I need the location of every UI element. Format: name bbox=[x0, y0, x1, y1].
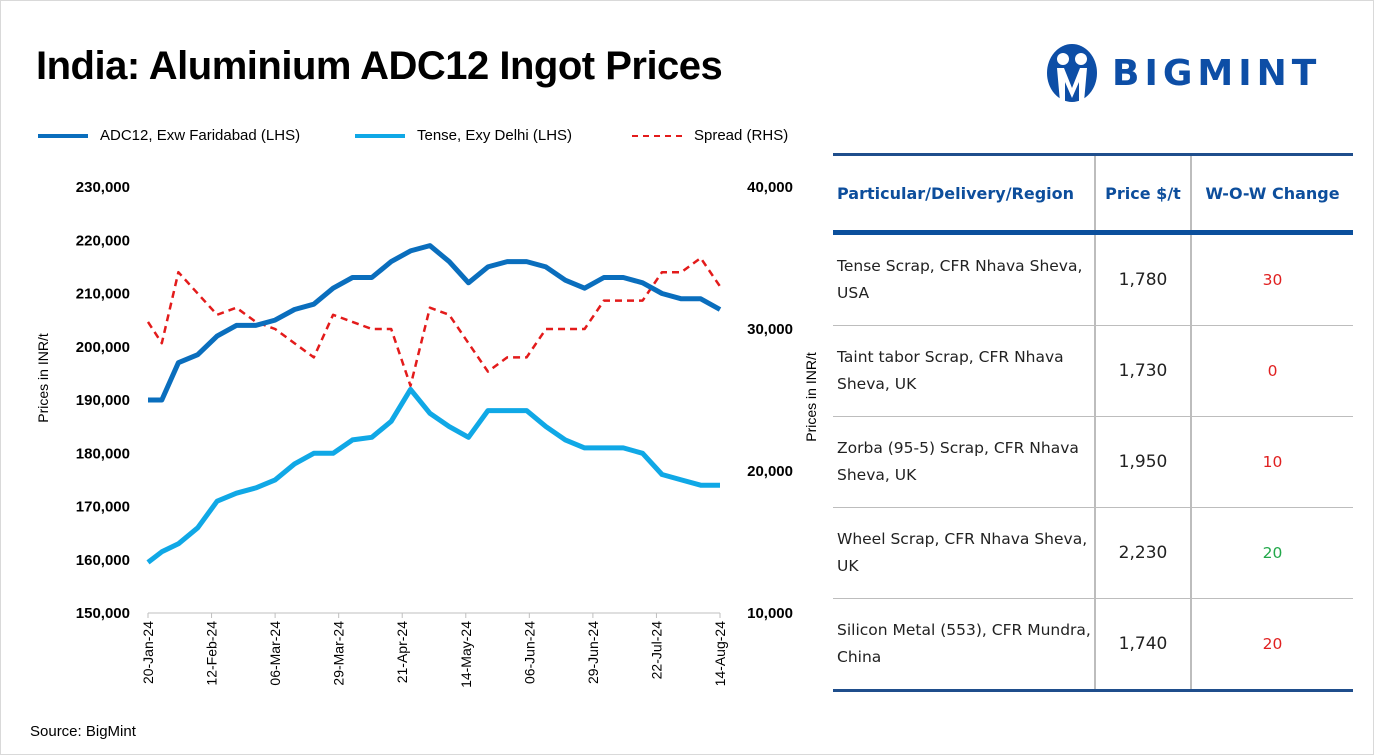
cell-particular: Silicon Metal (553), CFR Mundra, China bbox=[833, 598, 1095, 692]
x-tick-label: 14-Aug-24 bbox=[712, 621, 728, 687]
y-tick-label-left: 200,000 bbox=[76, 339, 130, 356]
line-chart: 20-Jan-24 12-Feb-24 06-Mar-24 29-Mar-24 21-A… bbox=[35, 179, 819, 688]
y-tick-label-right: 20,000 bbox=[747, 463, 793, 480]
table-row: Zorba (95-5) Scrap, CFR Nhava Sheva, UK 1… bbox=[833, 416, 1353, 508]
x-tick-label: 20-Jan-24 bbox=[140, 621, 156, 684]
legend-swatch bbox=[355, 133, 405, 138]
y-axis-title-right: Prices in INR/t bbox=[803, 352, 819, 442]
y-axis-title-left: Prices in INR/t bbox=[35, 333, 51, 423]
y-tick-label-right: 40,000 bbox=[747, 179, 793, 196]
cell-change: 10 bbox=[1190, 416, 1353, 508]
cell-particular: Wheel Scrap, CFR Nhava Sheva, UK bbox=[833, 507, 1095, 599]
y-tick-label-left: 190,000 bbox=[76, 392, 130, 409]
header-change: W-O-W Change bbox=[1190, 153, 1353, 235]
bigmint-logo: BIGMINT bbox=[1046, 42, 1321, 104]
y-tick-label-right: 10,000 bbox=[747, 605, 793, 622]
table-row: Tense Scrap, CFR Nhava Sheva, USA 1,780 30 bbox=[833, 232, 1353, 326]
y-tick-label-right: 30,000 bbox=[747, 321, 793, 338]
cell-price: 2,230 bbox=[1094, 507, 1191, 599]
x-tick-label: 29-Jun-24 bbox=[585, 621, 601, 684]
legend-item-adc12: ADC12, Exw Faridabad (LHS) bbox=[38, 127, 300, 144]
cell-particular: Taint tabor Scrap, CFR Nhava Sheva, UK bbox=[833, 325, 1095, 417]
y-tick-label-left: 160,000 bbox=[76, 552, 130, 569]
cell-price: 1,740 bbox=[1094, 598, 1191, 692]
legend-swatch bbox=[38, 133, 88, 138]
table-row: Silicon Metal (553), CFR Mundra, China 1,… bbox=[833, 598, 1353, 692]
logo-people-icon bbox=[1047, 44, 1097, 102]
cell-price: 1,730 bbox=[1094, 325, 1191, 417]
header-particular: Particular/Delivery/Region bbox=[833, 153, 1095, 235]
table-row: Wheel Scrap, CFR Nhava Sheva, UK 2,230 20 bbox=[833, 507, 1353, 599]
cell-change: 30 bbox=[1190, 232, 1353, 326]
table-header-row: Particular/Delivery/Region Price $/t W-O… bbox=[833, 153, 1353, 235]
legend-label: ADC12, Exw Faridabad (LHS) bbox=[100, 127, 301, 144]
y-tick-label-left: 150,000 bbox=[76, 605, 130, 622]
cell-particular: Tense Scrap, CFR Nhava Sheva, USA bbox=[833, 232, 1095, 326]
y-tick-label-left: 210,000 bbox=[76, 286, 130, 303]
source-note: Source: BigMint bbox=[30, 723, 136, 740]
price-table: Particular/Delivery/Region Price $/t W-O… bbox=[833, 153, 1353, 692]
x-tick-label: 12-Feb-24 bbox=[204, 621, 220, 686]
cell-change: 20 bbox=[1190, 507, 1353, 599]
y-tick-label-left: 170,000 bbox=[76, 499, 130, 516]
cell-price: 1,950 bbox=[1094, 416, 1191, 508]
cell-change: 20 bbox=[1190, 598, 1353, 692]
table-row: Taint tabor Scrap, CFR Nhava Sheva, UK 1,… bbox=[833, 325, 1353, 417]
page-title: India: Aluminium ADC12 Ingot Prices bbox=[36, 44, 723, 88]
series-line-spread bbox=[146, 256, 722, 388]
logo-wordmark: BIGMINT bbox=[1112, 52, 1322, 94]
legend-label: Tense, Exy Delhi (LHS) bbox=[417, 127, 573, 144]
x-tick-label: 22-Jul-24 bbox=[648, 621, 664, 680]
legend-label: Spread (RHS) bbox=[694, 127, 789, 144]
cell-price: 1,780 bbox=[1094, 232, 1191, 326]
series-line-tense bbox=[146, 386, 720, 565]
x-tick-label: 06-Mar-24 bbox=[267, 621, 283, 686]
x-tick-label: 06-Jun-24 bbox=[521, 621, 537, 684]
header-price: Price $/t bbox=[1094, 153, 1191, 235]
legend-item-spread: Spread (RHS) bbox=[632, 127, 788, 144]
x-tick-label: 14-May-24 bbox=[458, 621, 474, 688]
cell-particular: Zorba (95-5) Scrap, CFR Nhava Sheva, UK bbox=[833, 416, 1095, 508]
x-tick-label: 21-Apr-24 bbox=[394, 621, 410, 683]
legend-swatch bbox=[632, 134, 682, 137]
series-line-adc12 bbox=[148, 243, 722, 403]
x-tick-label: 29-Mar-24 bbox=[331, 621, 347, 686]
cell-change: 0 bbox=[1190, 325, 1353, 417]
y-tick-label-left: 220,000 bbox=[76, 232, 130, 249]
legend-item-tense: Tense, Exy Delhi (LHS) bbox=[355, 127, 572, 144]
y-tick-label-left: 180,000 bbox=[76, 445, 130, 462]
y-tick-label-left: 230,000 bbox=[76, 179, 130, 196]
